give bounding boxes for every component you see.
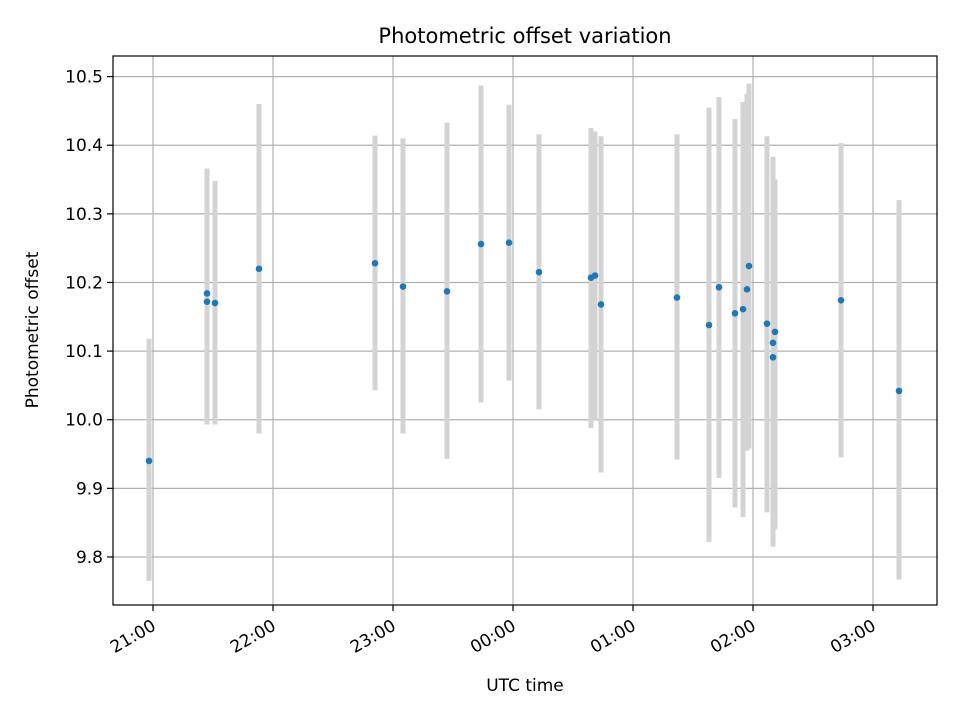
grid <box>113 56 937 605</box>
data-point <box>255 265 263 273</box>
y-tick-label: 10.5 <box>65 68 103 88</box>
data-point <box>673 294 681 301</box>
y-tick-label: 10.3 <box>65 205 103 225</box>
data-points <box>145 239 903 465</box>
y-axis-title: Photometric offset <box>23 251 43 408</box>
data-point <box>705 321 713 329</box>
chart-title: Photometric offset variation <box>378 24 671 48</box>
data-point <box>745 262 753 270</box>
y-axis: 9.8 9.9 10.0 10.1 10.2 10.3 10.4 10.5 <box>65 68 113 568</box>
data-point <box>771 328 779 336</box>
y-tick-label: 9.8 <box>76 548 103 568</box>
data-point <box>535 268 543 276</box>
data-point <box>769 353 777 361</box>
data-point <box>597 301 605 308</box>
data-point <box>443 288 451 295</box>
plot-area-frame <box>112 55 938 606</box>
data-point <box>477 240 485 248</box>
data-point <box>371 259 379 267</box>
data-point <box>591 272 599 279</box>
y-tick-label: 10.0 <box>65 411 103 431</box>
data-point <box>837 297 845 304</box>
data-point <box>505 239 513 246</box>
x-axis-title: UTC time <box>486 676 564 696</box>
data-point <box>211 299 219 307</box>
data-point <box>739 305 747 313</box>
y-tick-label: 10.1 <box>65 342 103 362</box>
data-point <box>399 283 407 290</box>
data-point <box>895 387 903 395</box>
y-tick-label: 10.4 <box>65 136 103 156</box>
data-point <box>203 298 211 305</box>
data-point <box>763 320 771 327</box>
data-point <box>743 286 751 293</box>
y-tick-label: 9.9 <box>76 479 103 499</box>
data-point <box>769 339 777 347</box>
data-point <box>203 290 211 297</box>
data-point <box>731 310 739 317</box>
y-tick-label: 10.2 <box>65 273 103 293</box>
data-point <box>715 283 723 291</box>
data-point <box>145 457 153 465</box>
